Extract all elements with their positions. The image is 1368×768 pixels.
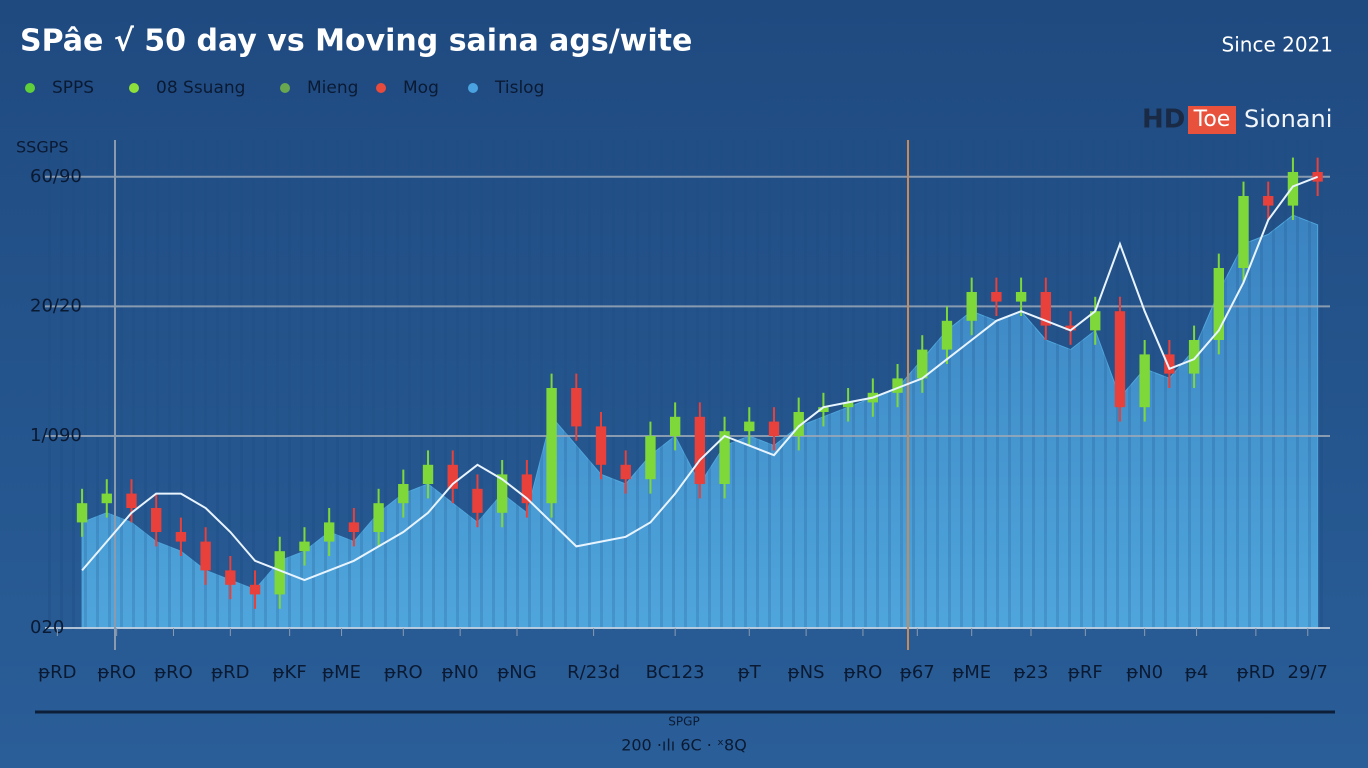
- logo-badge: Toe: [1193, 107, 1231, 132]
- candle-body: [323, 522, 335, 542]
- candle-body: [818, 407, 829, 412]
- candle-body: [941, 320, 953, 350]
- logo-name: Sionani: [1244, 105, 1332, 133]
- x-tick-label: ᵽRD: [38, 662, 76, 683]
- candle-body: [1287, 172, 1299, 206]
- candle-body: [1139, 354, 1150, 408]
- candle-body: [1015, 292, 1027, 302]
- logo-mark: HD: [1142, 105, 1185, 135]
- candle-body: [422, 464, 434, 484]
- moving-average-line: [81, 175, 1319, 582]
- candle-body: [620, 464, 631, 480]
- candle-body: [76, 503, 88, 523]
- x-tick-label: BC123: [646, 662, 705, 683]
- candle-body: [373, 503, 384, 532]
- candle-body: [1238, 196, 1249, 268]
- chart-subtitle: Since 2021: [1222, 33, 1333, 57]
- legend-marker: [376, 83, 386, 93]
- x-tick-label: ᵽRO: [154, 662, 193, 683]
- candle-body: [595, 426, 607, 465]
- candle-body: [521, 474, 533, 504]
- x-tick-label: ᵽME: [952, 662, 991, 683]
- candle-body: [1188, 340, 1200, 374]
- logo: HD Toe Sionani: [1142, 105, 1332, 135]
- x-tick-label: ᵽRO: [844, 662, 883, 683]
- candle-body: [645, 436, 656, 480]
- candle-body: [1164, 354, 1175, 374]
- candle-body: [1213, 268, 1224, 340]
- caption: 200 ·ılı 6C · ˣ8Q: [621, 736, 747, 755]
- candle-body: [151, 508, 162, 532]
- candle-body: [793, 412, 804, 436]
- x-tick-label: ᵽNS: [788, 662, 825, 683]
- x-tick-label: ᵽRD: [1237, 662, 1275, 683]
- candle-body: [299, 541, 310, 552]
- candle-body: [719, 431, 730, 484]
- candle-body: [571, 388, 582, 427]
- x-tick-label: ᵽRD: [211, 662, 249, 683]
- y-tick-label: 1/090: [30, 425, 82, 446]
- x-tick-label: ᵽNG: [497, 662, 536, 683]
- candle-body: [496, 474, 508, 513]
- candle-body: [225, 570, 236, 585]
- candle-body: [991, 292, 1002, 302]
- x-axis-label: SPGP: [668, 715, 699, 729]
- y-axis-label: SSGPS: [16, 138, 69, 157]
- candle-body: [1065, 325, 1076, 331]
- candle-body: [768, 421, 780, 436]
- candle-body: [398, 484, 409, 504]
- x-tick-label: ᵽ67: [900, 662, 935, 683]
- legend-marker: [25, 83, 35, 93]
- candle-body: [546, 388, 557, 504]
- legend-label: 08 Ssuang: [156, 78, 245, 98]
- y-tick-label: 60/90: [30, 166, 82, 187]
- area-stripes: [45, 140, 1330, 630]
- candle-body: [472, 488, 483, 513]
- legend-label: Tislog: [494, 78, 544, 98]
- candle-body: [1040, 292, 1052, 326]
- logo-badge-box: [1188, 106, 1236, 134]
- x-tick-label: R/23d: [567, 662, 620, 683]
- candle-body: [842, 402, 854, 408]
- legend-label: SPPS: [52, 78, 94, 98]
- legend-label: Mieng: [307, 78, 358, 98]
- x-tick-label: 29/7: [1288, 662, 1328, 683]
- chart-title: SPâe √ 50 day vs Moving saina ags/wite: [20, 24, 692, 59]
- candle-body: [348, 522, 360, 532]
- candle-body: [917, 349, 928, 379]
- candle-body: [249, 584, 261, 595]
- x-tick-label: ᵽ4: [1185, 662, 1208, 683]
- x-tick-label: ᵽN0: [442, 662, 479, 683]
- candle-body: [1090, 311, 1101, 331]
- x-tick-label: ᵽ23: [1014, 662, 1049, 683]
- x-tick-label: ᵽKF: [273, 662, 307, 683]
- x-tick-label: ᵽRF: [1068, 662, 1103, 683]
- legend-marker: [129, 83, 139, 93]
- candle-body: [669, 416, 681, 436]
- x-tick-label: ᵽRO: [384, 662, 423, 683]
- candle-body: [892, 378, 903, 393]
- candle-body: [1263, 196, 1274, 206]
- candle-body: [1114, 311, 1126, 408]
- candle-body: [447, 464, 458, 489]
- candle-body: [274, 551, 285, 595]
- candle-body: [744, 421, 755, 432]
- y-tick-label: 20/20: [30, 295, 82, 316]
- x-tick-label: ᵽN0: [1126, 662, 1163, 683]
- candle-body: [694, 416, 706, 484]
- y-tick-label: 020: [30, 617, 64, 638]
- x-tick-label: ᵽRO: [97, 662, 136, 683]
- legend-marker: [280, 83, 290, 93]
- candle-body: [200, 541, 211, 571]
- legend-label: Mog: [403, 78, 439, 98]
- candle-body: [966, 292, 977, 321]
- x-tick-label: ᵽME: [322, 662, 361, 683]
- legend-marker: [468, 83, 478, 93]
- candle-body: [126, 493, 137, 508]
- candle-body: [101, 493, 112, 504]
- candle-body: [175, 532, 187, 542]
- x-tick-label: ᵽT: [738, 662, 762, 683]
